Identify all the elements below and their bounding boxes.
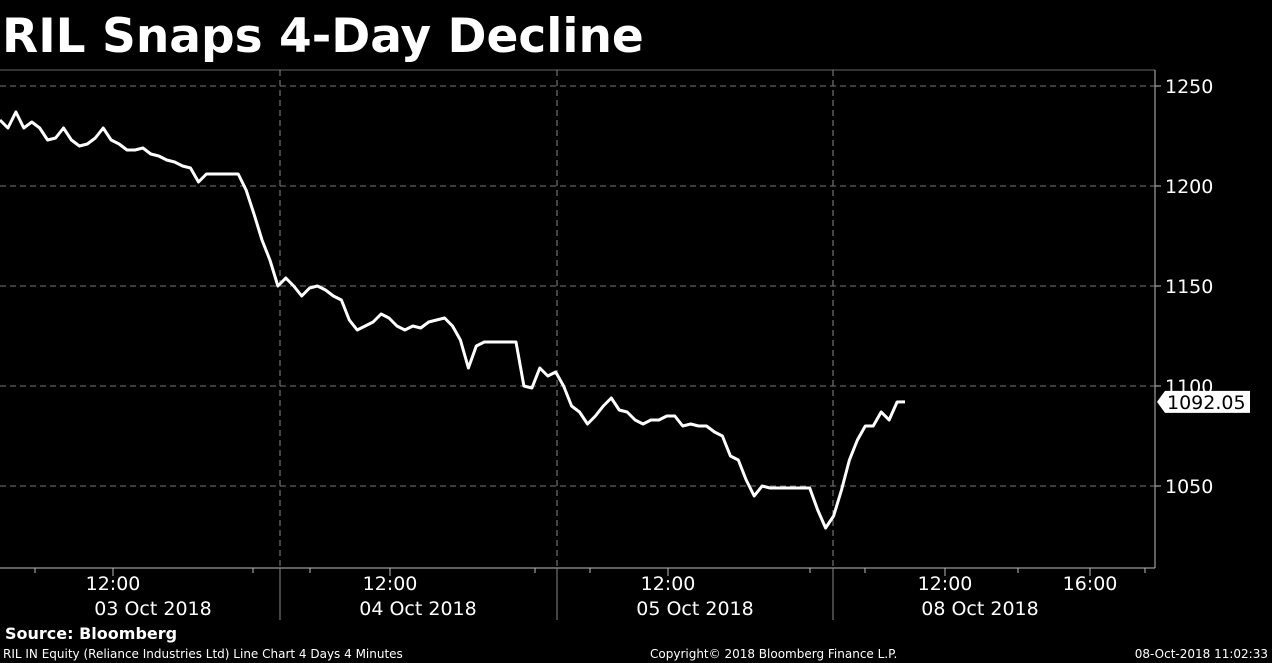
y-tick-label: 1250	[1165, 76, 1213, 98]
timestamp: 08-Oct-2018 11:02:33	[1135, 647, 1268, 661]
date-label: 03 Oct 2018	[94, 598, 211, 620]
price-line	[0, 110, 906, 530]
date-label: 08 Oct 2018	[921, 598, 1038, 620]
last-price-label: 1092.05	[1167, 392, 1246, 414]
date-label: 05 Oct 2018	[636, 598, 753, 620]
copyright: Copyright© 2018 Bloomberg Finance L.P.	[650, 647, 897, 661]
y-tick-label: 1050	[1165, 476, 1213, 498]
y-tick-label: 1150	[1165, 276, 1213, 298]
x-tick-label: 12:00	[363, 573, 418, 595]
description: RIL IN Equity (Reliance Industries Ltd) …	[3, 647, 403, 661]
x-tick-label: 12:00	[641, 573, 696, 595]
last-price-box	[1157, 390, 1250, 413]
x-tick-label: 12:00	[86, 573, 141, 595]
x-tick-label: 16:00	[1063, 573, 1118, 595]
y-tick-label: 1200	[1165, 176, 1213, 198]
source: Source: Bloomberg	[5, 624, 177, 643]
x-tick-label: 12:00	[918, 573, 973, 595]
chart-title: RIL Snaps 4-Day Decline	[2, 9, 644, 64]
date-label: 04 Oct 2018	[359, 598, 476, 620]
